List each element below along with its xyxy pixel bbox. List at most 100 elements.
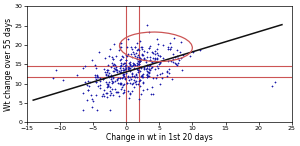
Point (133, 64, 137, 66)
Point (129, 82, 134, 85)
Point (104, 69, 109, 72)
Point (152, 60, 157, 62)
Point (113, 65, 118, 68)
Point (94, 81, 99, 83)
Point (143, 68, 148, 71)
Point (131, 82, 136, 84)
Point (112, 43, 117, 46)
Point (118, 58, 123, 60)
Point (119, 83, 124, 86)
Point (140, 76, 145, 79)
Point (145, 73, 149, 75)
Point (116, 77, 120, 79)
Point (90, 98, 94, 100)
Point (150, 66, 155, 68)
Point (131, 51, 136, 53)
Point (111, 80, 116, 83)
Point (124, 54, 129, 56)
Point (54, 69, 59, 71)
Point (153, 58, 158, 61)
Point (171, 60, 176, 63)
Point (96, 76, 101, 78)
Point (133, 80, 138, 83)
Point (120, 55, 124, 57)
Point (139, 93, 143, 95)
Point (110, 80, 115, 82)
Point (109, 92, 114, 94)
Point (136, 63, 140, 65)
Point (134, 74, 138, 76)
Point (127, 79, 132, 81)
Point (109, 76, 113, 78)
Point (120, 84, 125, 86)
Y-axis label: Wt change over 55 days: Wt change over 55 days (4, 18, 13, 111)
Point (94, 93, 99, 96)
Point (128, 68, 132, 71)
Point (116, 82, 121, 84)
Point (134, 80, 138, 83)
Point (142, 66, 146, 68)
Point (94, 76, 99, 79)
Point (86, 79, 91, 82)
Point (188, 55, 193, 57)
Point (100, 93, 105, 95)
Point (147, 68, 152, 70)
Point (119, 77, 124, 79)
Point (96, 85, 100, 87)
Point (145, 74, 150, 76)
Point (147, 71, 152, 73)
Point (138, 85, 143, 87)
Point (128, 65, 133, 68)
Point (116, 70, 121, 72)
Point (118, 65, 123, 67)
Point (118, 41, 123, 44)
Point (137, 79, 142, 82)
Point (169, 60, 174, 62)
Point (105, 74, 110, 77)
Point (131, 64, 136, 67)
Point (142, 57, 147, 59)
Point (127, 67, 132, 69)
Point (104, 73, 109, 76)
Point (51, 77, 56, 79)
Point (112, 79, 117, 82)
Point (106, 55, 111, 57)
Point (128, 61, 132, 64)
Point (122, 61, 127, 64)
Point (98, 87, 103, 89)
Point (95, 74, 100, 76)
Point (134, 56, 139, 58)
Point (94, 80, 98, 83)
Point (148, 66, 153, 69)
Point (61, 79, 65, 81)
Point (156, 43, 161, 45)
Point (124, 82, 129, 84)
Point (179, 41, 184, 43)
Point (124, 81, 129, 84)
Point (136, 54, 140, 57)
Point (152, 53, 157, 55)
Point (95, 109, 100, 112)
Point (121, 74, 126, 77)
Point (141, 88, 146, 91)
Point (141, 73, 146, 75)
Point (137, 63, 142, 65)
Point (114, 55, 119, 57)
Point (131, 62, 136, 65)
Point (107, 48, 112, 50)
Point (101, 68, 106, 70)
Point (142, 67, 147, 69)
Point (118, 46, 123, 48)
Point (132, 46, 137, 48)
Point (140, 76, 145, 78)
Point (130, 74, 134, 77)
Point (150, 51, 154, 53)
Point (108, 78, 113, 80)
Point (140, 48, 145, 50)
Point (141, 58, 146, 60)
Point (198, 49, 203, 51)
Point (156, 54, 161, 56)
Point (136, 98, 141, 100)
Point (124, 72, 129, 74)
Point (117, 67, 122, 69)
